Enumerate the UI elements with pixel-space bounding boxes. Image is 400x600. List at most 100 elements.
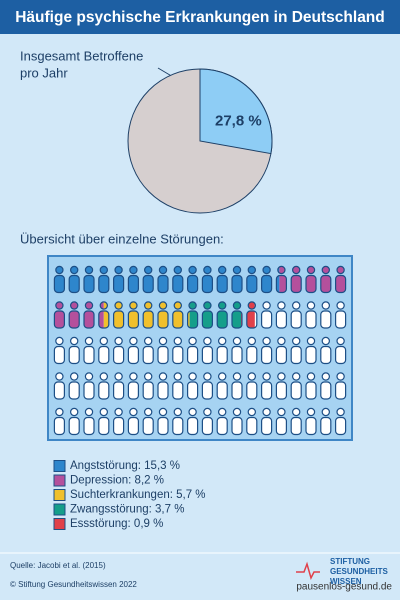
icon-body [335, 310, 347, 329]
icon [69, 301, 80, 328]
icon [98, 266, 109, 293]
icon-body [232, 417, 242, 435]
icon-head [307, 337, 315, 345]
icon-head [159, 266, 167, 274]
icon-body [291, 417, 302, 435]
icon-body [53, 345, 66, 365]
icon-head [292, 408, 300, 416]
icon-head [70, 408, 78, 416]
icon-head [321, 372, 330, 381]
icon-body [261, 275, 272, 293]
icon-body [187, 275, 198, 293]
icon [202, 266, 213, 293]
icon-head [337, 337, 345, 345]
icon-body [217, 275, 228, 293]
icon [232, 301, 241, 328]
icon-body [217, 382, 228, 399]
icon-head [263, 372, 271, 381]
icon-head [129, 301, 137, 310]
icon-head [174, 408, 182, 416]
icon-body [84, 275, 94, 293]
icon-head [129, 337, 137, 345]
icon-body [68, 381, 80, 400]
icon-body [172, 416, 184, 436]
icon-body [231, 416, 243, 436]
icon-body [112, 345, 125, 365]
icon-body [142, 345, 154, 365]
icon-body [143, 417, 154, 435]
icon-body [98, 310, 110, 329]
icon-head [100, 266, 108, 274]
icon-head [322, 301, 330, 310]
icon-body [232, 275, 242, 293]
copyright: © Stiftung Gesundheitswissen 2022 [10, 580, 137, 589]
icon-head [129, 301, 138, 310]
icon-head [322, 372, 330, 381]
icon-head [55, 372, 64, 381]
icon-body [276, 346, 287, 364]
icon-head [337, 408, 345, 416]
icon-body [172, 345, 184, 365]
icon-head [114, 301, 123, 310]
icon-body [305, 274, 317, 294]
icon-body [54, 382, 65, 399]
icon-body [320, 275, 331, 293]
icon-head [336, 301, 345, 310]
icon-head [129, 266, 137, 274]
icon-group [54, 266, 280, 293]
icon-body [306, 382, 316, 399]
icon-body [320, 311, 331, 328]
icon-head [217, 372, 227, 381]
icon-head [248, 372, 256, 381]
icon-head [188, 301, 197, 310]
icon-body [335, 274, 347, 294]
icon-body [172, 275, 183, 293]
icon [246, 266, 257, 293]
icon-head [143, 301, 153, 310]
icon-head [263, 301, 271, 310]
icon-body [290, 381, 302, 400]
icon-head [277, 265, 286, 275]
icon-head [292, 372, 301, 381]
icon-head [306, 336, 316, 346]
icon-body [306, 346, 316, 364]
logo-text: WISSEN [330, 577, 362, 586]
icon-head [129, 372, 138, 381]
icon-head [322, 408, 330, 416]
icon-head [262, 407, 271, 417]
icon-body [98, 417, 109, 435]
pie-value-label: 27,8 % [215, 113, 262, 130]
icon-body [335, 416, 347, 436]
icon-head [55, 408, 64, 416]
icon-head [218, 337, 226, 345]
icon-head [203, 265, 212, 275]
icon-group [189, 301, 241, 328]
icon-head [248, 337, 256, 345]
icon-body [276, 311, 287, 328]
icon-body [216, 416, 228, 436]
legend-swatch [53, 474, 66, 487]
legend-label: Zwangsstörung: 3,7 % [70, 504, 184, 516]
icon-body [305, 416, 317, 436]
icon-head [174, 372, 182, 381]
icon-head [321, 265, 330, 275]
icon-head [115, 408, 123, 416]
icon-body [217, 417, 228, 435]
icon [113, 266, 124, 293]
icon-head [337, 301, 345, 310]
icon-body [232, 346, 242, 364]
icon [54, 266, 65, 293]
icon-head [144, 337, 152, 345]
icon-head [322, 337, 330, 345]
icon-body [143, 346, 154, 364]
icon-body [217, 346, 228, 364]
icon-head [143, 265, 153, 275]
icon-body [202, 311, 213, 328]
icon-body [335, 382, 346, 399]
icon-head [158, 336, 168, 346]
icon-body [305, 310, 317, 329]
icon-body [98, 345, 110, 365]
icon-head [322, 266, 330, 274]
icon-head [307, 301, 315, 310]
icon-head [217, 301, 227, 310]
